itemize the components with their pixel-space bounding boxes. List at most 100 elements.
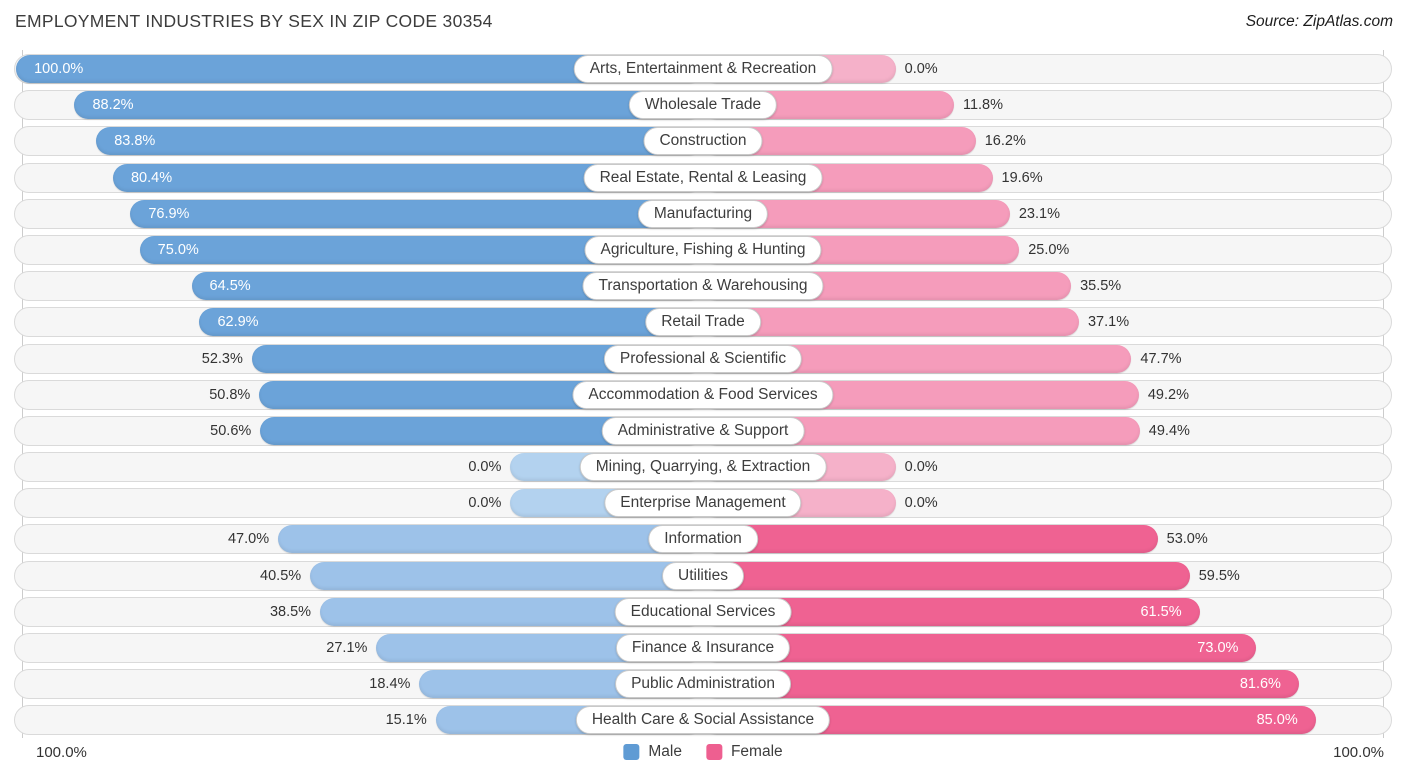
male-legend-label: Male <box>648 743 682 760</box>
category-pill: Mining, Quarrying, & Extraction <box>579 453 827 482</box>
category-pill: Educational Services <box>614 597 792 626</box>
category-pill: Construction <box>643 127 763 156</box>
chart-rows: 100.0% 0.0% Arts, Entertainment & Recreati… <box>14 54 1392 736</box>
female-half: 23.1% <box>703 199 1391 228</box>
table-row: 47.0% 53.0% Information <box>14 524 1392 555</box>
category-pill: Finance & Insurance <box>615 634 791 662</box>
male-bar: 76.9% <box>130 199 703 228</box>
male-half: 62.9% <box>15 308 703 337</box>
female-value: 35.5% <box>1080 278 1122 295</box>
diverging-bar-chart: 100.0% 0.0% Arts, Entertainment & Recreati… <box>14 50 1392 742</box>
male-value: 64.5% <box>209 278 251 295</box>
female-value: 0.0% <box>904 61 938 77</box>
female-value: 37.1% <box>1087 314 1130 331</box>
female-bar <box>703 561 1190 590</box>
category-pill: Information <box>648 525 758 554</box>
female-value: 0.0% <box>904 459 938 476</box>
male-half: 88.2% <box>15 91 703 120</box>
male-value: 52.3% <box>201 350 243 367</box>
table-row: 50.8% 49.2% Accommodation & Food Services <box>14 379 1392 410</box>
male-legend-swatch <box>623 744 640 760</box>
category-pill: Real Estate, Rental & Leasing <box>583 163 823 192</box>
female-value: 59.5% <box>1198 567 1240 584</box>
male-bar: 83.8% <box>96 127 703 156</box>
female-value: 47.7% <box>1140 350 1182 367</box>
male-bar: 88.2% <box>74 91 703 120</box>
male-value: 50.8% <box>209 386 251 403</box>
female-value: 81.6% <box>1239 676 1281 693</box>
table-row: 27.1% 73.0% Finance & Insurance <box>14 633 1392 663</box>
male-value: 76.9% <box>148 205 190 222</box>
male-value: 18.4% <box>369 676 411 693</box>
female-half: 73.0% <box>703 634 1391 662</box>
female-bar: 73.0% <box>703 634 1257 662</box>
male-half: 38.5% <box>15 597 703 626</box>
male-bar <box>310 561 703 590</box>
table-row: 80.4% 19.6% Real Estate, Rental & Leasing <box>14 162 1392 193</box>
female-value: 11.8% <box>962 97 1004 114</box>
male-half: 83.8% <box>15 127 703 156</box>
male-value: 88.2% <box>92 97 134 114</box>
female-value: 73.0% <box>1197 640 1239 656</box>
female-half: 59.5% <box>703 561 1391 590</box>
category-pill: Accommodation & Food Services <box>572 380 834 409</box>
category-pill: Manufacturing <box>637 199 769 228</box>
page-title: EMPLOYMENT INDUSTRIES BY SEX IN ZIP CODE… <box>15 11 493 31</box>
male-half: 76.9% <box>15 199 703 228</box>
category-pill: Wholesale Trade <box>628 91 778 120</box>
female-value: 23.1% <box>1018 205 1060 222</box>
table-row: 50.6% 49.4% Administrative & Support <box>14 415 1392 446</box>
table-row: 76.9% 23.1% Manufacturing <box>14 198 1392 229</box>
legend: Male Female <box>623 743 783 761</box>
female-half: 47.7% <box>703 344 1391 373</box>
female-legend-label: Female <box>730 743 783 760</box>
table-row: 75.0% 25.0% Agriculture, Fishing & Hunting <box>14 234 1392 265</box>
male-half: 18.4% <box>15 670 703 699</box>
female-value: 49.2% <box>1147 386 1189 403</box>
male-half: 47.0% <box>15 525 703 554</box>
male-half: 40.5% <box>15 561 703 590</box>
table-row: 64.5% 35.5% Transportation & Warehousing <box>14 271 1392 302</box>
table-row: 40.5% 59.5% Utilities <box>14 560 1392 591</box>
female-value: 49.4% <box>1148 422 1190 439</box>
male-value: 40.5% <box>260 567 302 584</box>
female-half: 0.0% <box>703 489 1391 518</box>
male-bar <box>278 525 703 554</box>
male-value: 47.0% <box>227 531 270 548</box>
male-value: 83.8% <box>114 133 156 150</box>
category-pill: Enterprise Management <box>604 489 802 518</box>
female-half: 81.6% <box>703 670 1391 699</box>
category-pill: Agriculture, Fishing & Hunting <box>584 235 822 264</box>
table-row: 88.2% 11.8% Wholesale Trade <box>14 90 1392 121</box>
male-half: 0.0% <box>15 489 703 518</box>
table-row: 0.0% 0.0% Enterprise Management <box>14 488 1392 519</box>
table-row: 52.3% 47.7% Professional & Scientific <box>14 343 1392 374</box>
table-row: 18.4% 81.6% Public Administration <box>14 669 1392 700</box>
male-bar: 62.9% <box>199 308 703 337</box>
category-pill: Arts, Entertainment & Recreation <box>573 55 833 83</box>
table-row: 0.0% 0.0% Mining, Quarrying, & Extraction <box>14 452 1392 483</box>
female-half: 37.1% <box>703 308 1391 337</box>
male-value: 75.0% <box>157 241 199 258</box>
female-value: 53.0% <box>1166 531 1208 548</box>
chart-footer: 100.0% Male Female 100.0% <box>14 742 1392 766</box>
male-value: 100.0% <box>34 61 84 77</box>
female-value: 16.2% <box>984 133 1026 150</box>
male-value: 62.9% <box>217 314 259 331</box>
male-half: 50.6% <box>15 416 703 445</box>
male-half: 52.3% <box>15 344 703 373</box>
female-bar: 81.6% <box>703 670 1299 699</box>
female-bar <box>703 525 1158 554</box>
female-half: 61.5% <box>703 597 1391 626</box>
female-value: 25.0% <box>1028 241 1070 258</box>
category-pill: Retail Trade <box>645 308 761 337</box>
table-row: 100.0% 0.0% Arts, Entertainment & Recreati… <box>14 54 1392 84</box>
female-half: 49.4% <box>703 416 1391 445</box>
male-value: 27.1% <box>326 640 368 656</box>
category-pill: Health Care & Social Assistance <box>575 706 831 735</box>
male-value: 80.4% <box>130 169 173 186</box>
male-value: 38.5% <box>269 603 312 620</box>
female-value: 19.6% <box>1001 169 1043 186</box>
female-half: 16.2% <box>703 127 1391 156</box>
x-axis-label-right: 100.0% <box>1333 744 1384 761</box>
